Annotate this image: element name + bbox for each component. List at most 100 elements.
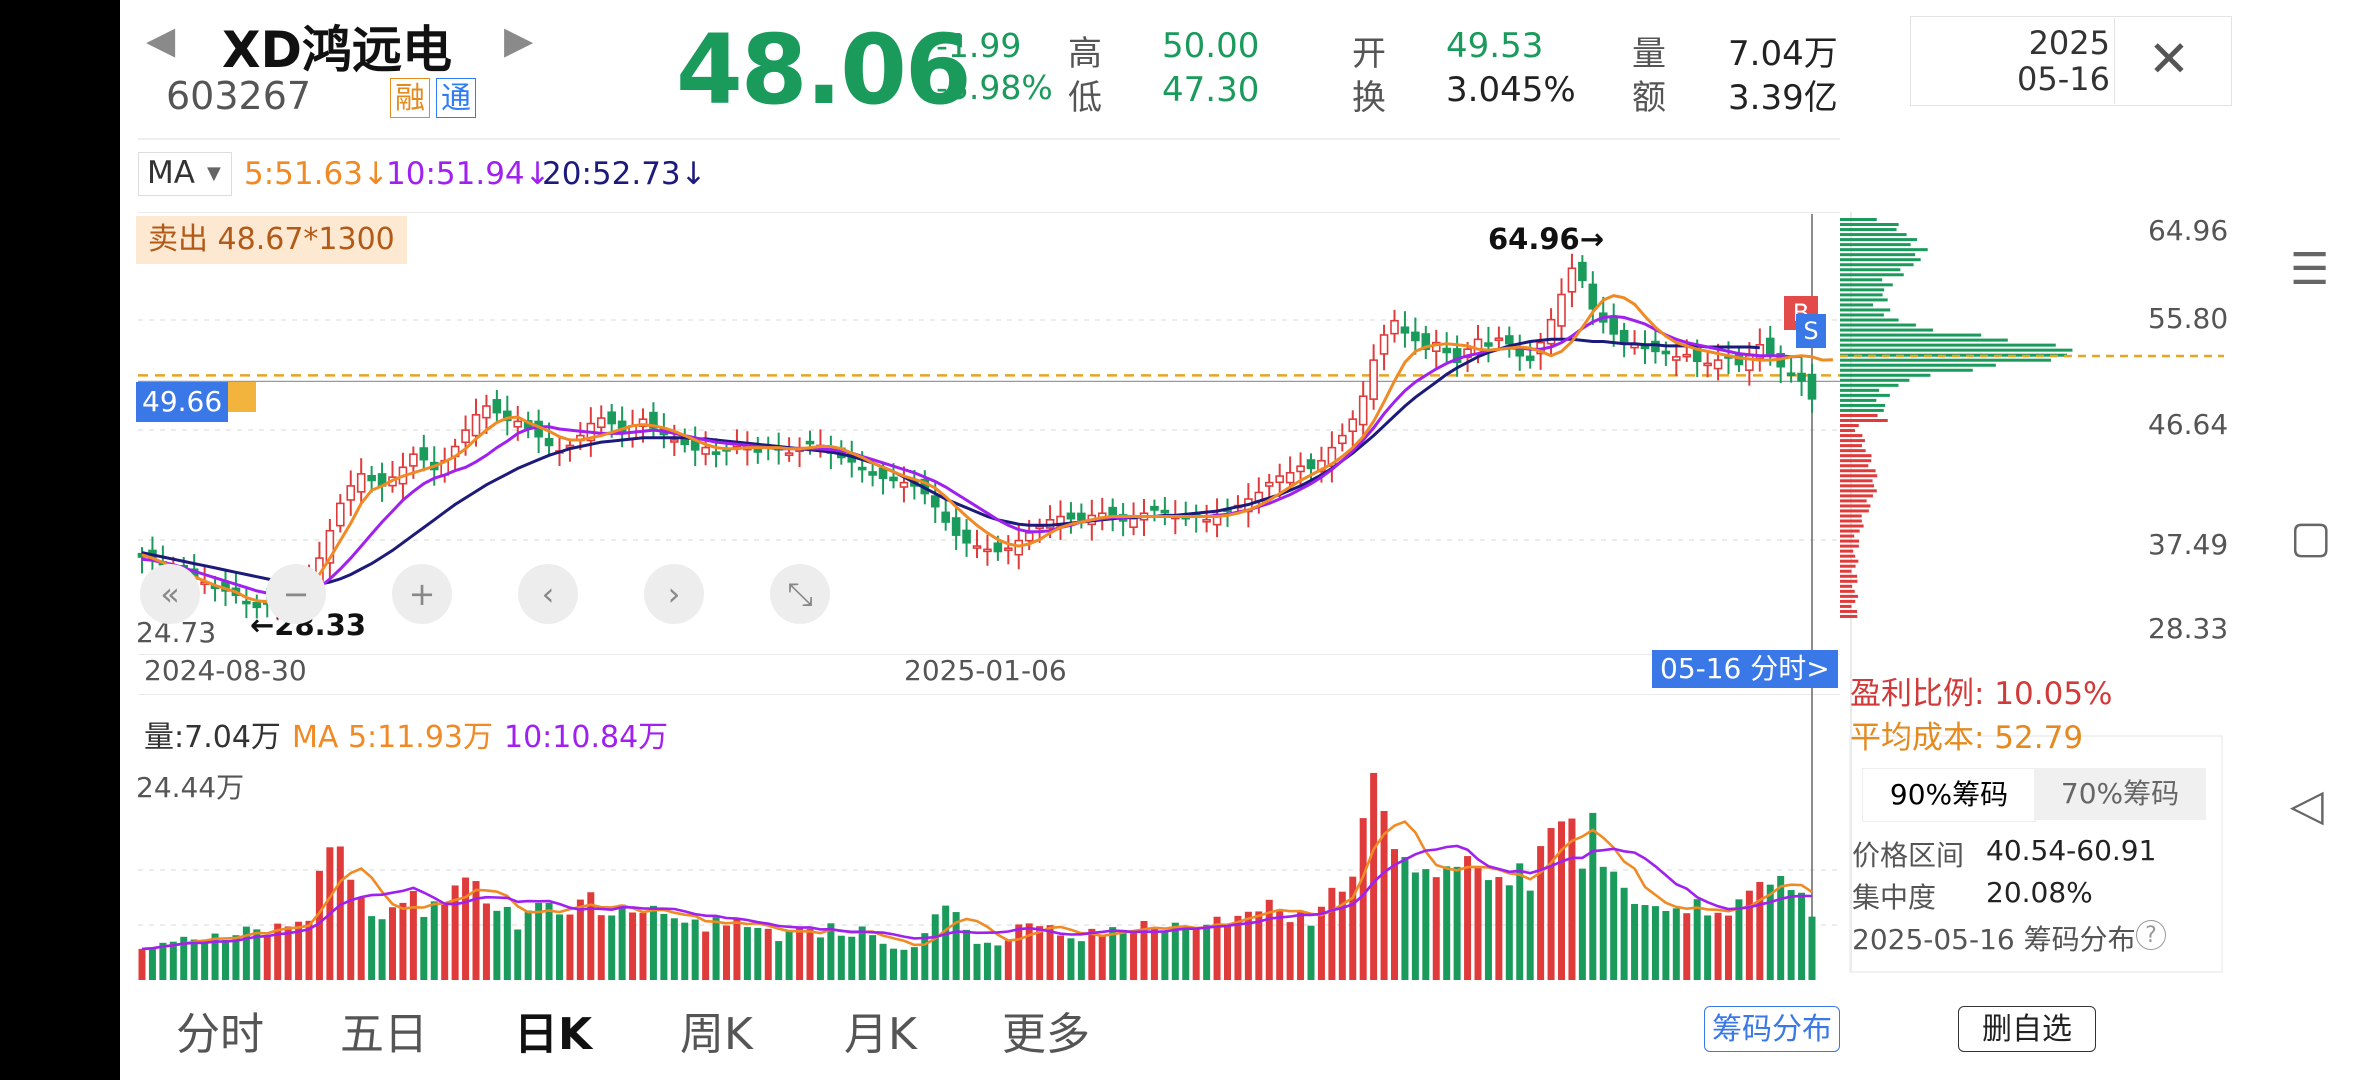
volume-bar-63 <box>796 927 804 980</box>
volume-bar-155 <box>1756 881 1764 980</box>
volume-bar-147 <box>1672 908 1680 980</box>
candle-body-150 <box>1703 362 1712 367</box>
candle-body-27 <box>419 447 429 461</box>
volume-bar-113 <box>1317 906 1325 980</box>
volume-bar-66 <box>827 923 835 980</box>
low-value: 47.30 <box>1162 70 1260 110</box>
volume-bar-28 <box>430 901 438 980</box>
candle-body-97 <box>1150 505 1159 511</box>
intraday-button[interactable]: 05-16 分时> <box>1652 650 1838 688</box>
tab-daily-k[interactable]: 日K <box>514 1009 593 1060</box>
chip-bar-42 <box>1840 429 1855 433</box>
volume-bar-71 <box>879 943 887 980</box>
chip-bar-62 <box>1840 529 1860 533</box>
chip-bar-26 <box>1840 348 2073 352</box>
volume-max-label: 24.44万 <box>136 771 245 804</box>
next-icon[interactable]: › <box>644 564 704 624</box>
tab-intraday[interactable]: 分时 <box>176 1009 264 1060</box>
candle-body-138 <box>1578 261 1587 282</box>
volume-bar-100 <box>1182 929 1190 980</box>
chip-bar-60 <box>1840 519 1862 523</box>
volume-bar-143 <box>1631 903 1639 980</box>
chip-bar-44 <box>1840 439 1865 443</box>
candle-body-133 <box>1525 355 1535 361</box>
chip-distribution-button[interactable]: 筹码分布 <box>1704 1006 1840 1052</box>
candle-body-131 <box>1505 335 1514 345</box>
date-divider <box>2114 18 2115 104</box>
volume-bar-25 <box>399 902 407 980</box>
ma20-legend: 20:52.73↓ <box>542 156 707 192</box>
tab-weekly-k[interactable]: 周K <box>680 1009 753 1060</box>
candle-body-135 <box>1546 318 1556 345</box>
tab-five-day[interactable]: 五日 <box>340 1009 428 1060</box>
volume-bar-158 <box>1787 890 1795 980</box>
candle-body-114 <box>1327 446 1337 467</box>
volume-bar-40 <box>556 914 563 980</box>
tab-monthly-k[interactable]: 月K <box>844 1009 917 1060</box>
help-icon[interactable]: ? <box>2136 920 2166 950</box>
chevron-down-icon: ▼ <box>207 163 221 184</box>
next-stock-arrow-icon[interactable]: ▶ <box>504 18 534 62</box>
candle-body-136 <box>1557 293 1566 327</box>
candle-body-64 <box>805 440 815 445</box>
tab-90-chip[interactable]: 90%筹码 <box>1862 768 2036 822</box>
volume-bar-149 <box>1693 899 1701 980</box>
back-triangle-icon[interactable]: ◁ <box>2290 780 2324 831</box>
volume-bar-33 <box>482 903 490 980</box>
volume-bar-142 <box>1620 887 1628 980</box>
volume-bar-24 <box>389 907 396 980</box>
volume-bar-49 <box>649 905 657 980</box>
connect-badge: 通 <box>436 78 476 118</box>
volume-bar-7 <box>211 933 219 980</box>
sell-marker[interactable]: S <box>1796 314 1826 348</box>
chip-dist-date: 2025-05-16 筹码分布 <box>1852 923 2136 956</box>
chip-bar-55 <box>1840 494 1873 498</box>
volume-bar-34 <box>493 910 501 980</box>
volume-bar-109 <box>1276 910 1284 980</box>
tab-more[interactable]: 更多 <box>1002 1009 1090 1060</box>
volume-bar-51 <box>670 918 678 980</box>
collapse-icon[interactable]: « <box>140 564 200 624</box>
candle-body-125 <box>1442 347 1451 354</box>
volume-bar-14 <box>284 926 292 980</box>
volume-bar-41 <box>566 914 574 980</box>
chip-bar-43 <box>1840 434 1863 438</box>
volume-bar-21 <box>357 897 365 980</box>
chip-bar-14 <box>1840 288 1885 292</box>
volume-bar-70 <box>869 935 877 980</box>
order-tag[interactable]: 卖出 48.67*1300 <box>136 216 407 264</box>
volume-bar-39 <box>545 902 553 980</box>
volume-bar-45 <box>608 915 616 980</box>
remove-favorite-button[interactable]: 删自选 <box>1958 1006 2096 1052</box>
candle-body-79 <box>962 529 971 544</box>
prev-stock-arrow-icon[interactable]: ◀ <box>146 18 176 62</box>
zoom-in-icon[interactable]: + <box>392 564 452 624</box>
chip-bar-68 <box>1840 559 1859 563</box>
volume-bar-107 <box>1255 911 1263 980</box>
candle-body-98 <box>1160 509 1170 514</box>
volume-bar-125 <box>1443 866 1451 980</box>
chip-bar-61 <box>1840 524 1864 528</box>
volume-bar-52 <box>681 922 689 980</box>
volume-bar-98 <box>1161 930 1169 980</box>
candle-body-78 <box>951 517 961 536</box>
turnover-label: 换 <box>1352 78 1386 118</box>
candle-body-160 <box>1807 373 1817 400</box>
close-icon[interactable]: ✕ <box>2148 30 2190 88</box>
volume-bar-54 <box>702 931 710 980</box>
chip-bar-38 <box>1840 408 1884 412</box>
prev-icon[interactable]: ‹ <box>518 564 578 624</box>
date-start-label: 2024-08-30 <box>144 654 307 687</box>
chip-bar-67 <box>1840 554 1856 558</box>
fit-icon[interactable]: ⤡ <box>770 564 830 624</box>
menu-icon[interactable]: ☰ <box>2290 244 2330 295</box>
candle-body-155 <box>1755 344 1765 360</box>
indicator-selector[interactable]: MA ▼ <box>138 152 232 196</box>
overview-square-icon[interactable]: ▢ <box>2290 512 2332 563</box>
zoom-out-icon[interactable]: − <box>266 564 326 624</box>
volume-bar-138 <box>1578 868 1586 980</box>
avg-cost: 平均成本: 52.79 <box>1850 720 2084 756</box>
candle-body-31 <box>461 429 470 444</box>
tab-70-chip[interactable]: 70%筹码 <box>2034 768 2206 820</box>
candle-body-49 <box>649 411 658 429</box>
